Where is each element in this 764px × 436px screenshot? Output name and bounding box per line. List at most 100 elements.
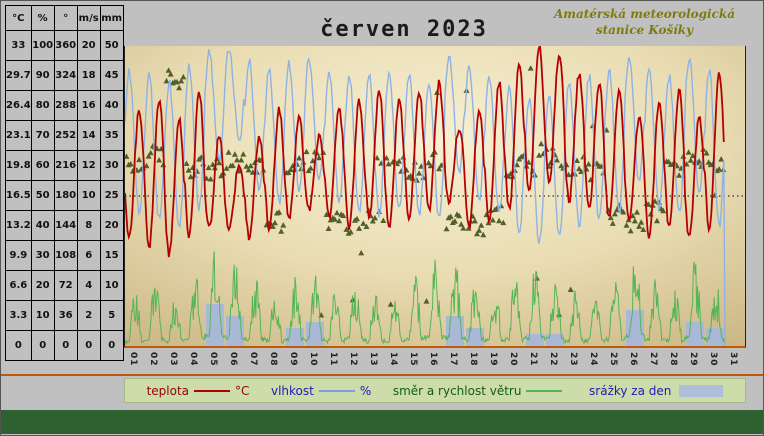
day-label: 19	[488, 352, 498, 367]
axis-value-cell: 50	[30, 180, 55, 211]
day-label: 06	[228, 352, 238, 367]
station-name: Amatérská meteorologická stanice Košíky	[554, 7, 735, 38]
wind-direction-marker	[634, 209, 640, 215]
legend-unit-humidity: %	[359, 383, 372, 398]
wind-direction-marker	[687, 157, 694, 163]
wind-direction-marker	[207, 176, 214, 182]
wind-direction-marker	[374, 154, 380, 161]
wind-direction-marker	[165, 67, 172, 73]
wind-direction-marker	[525, 159, 532, 165]
wind-direction-marker	[514, 161, 520, 168]
wind-direction-marker	[620, 209, 627, 215]
wind-direction-marker	[480, 231, 487, 238]
axis-value-cell: 90	[30, 60, 55, 91]
axis-table-row: 26.4 80 288 16 40	[5, 90, 124, 121]
wind-direction-marker	[307, 165, 314, 171]
day-label: 28	[668, 352, 678, 367]
day-label: 04	[188, 352, 198, 367]
axis-value-cell: 18	[76, 60, 101, 91]
chart-legend: teplota °C vlhkost % směr a rychlost vět…	[124, 378, 746, 403]
wind-direction-marker	[536, 152, 543, 158]
wind-direction-marker	[223, 165, 230, 171]
wind-direction-marker	[456, 212, 463, 219]
wind-direction-marker	[685, 149, 692, 155]
wind-direction-marker	[527, 65, 534, 71]
wind-direction-marker	[347, 228, 354, 235]
wind-direction-marker	[240, 151, 247, 157]
wind-direction-marker	[654, 217, 660, 224]
axis-value-cell: 50	[99, 30, 124, 61]
station-name-line2: stanice Košíky	[595, 22, 694, 37]
axis-value-cell: 0	[30, 330, 55, 361]
wind-direction-marker	[716, 166, 723, 172]
axis-value-cell: 6	[76, 240, 101, 271]
wind-direction-marker	[478, 222, 485, 228]
wind-direction-marker	[387, 301, 394, 307]
wind-direction-marker	[243, 163, 250, 169]
day-label: 30	[708, 352, 718, 367]
wind-direction-marker	[451, 218, 458, 224]
wind-direction-marker	[325, 225, 332, 231]
axis-table-row: 6.6 20 72 4 10	[5, 270, 124, 301]
legend-label-humidity: vlhkost	[270, 383, 314, 398]
day-label: 17	[448, 352, 458, 367]
wind-direction-marker	[703, 150, 710, 156]
orange-divider-line	[1, 374, 763, 376]
axis-value-cell: 25	[99, 180, 124, 211]
wind-direction-marker	[127, 160, 134, 167]
axis-value-cell: 4	[76, 270, 101, 301]
axis-value-cell: 0	[5, 330, 32, 361]
axis-table-row: 33 100 360 20 50	[5, 30, 124, 61]
humidity-line-swatch	[318, 389, 355, 392]
wind-direction-marker	[638, 219, 645, 225]
axis-value-cell: 108	[53, 240, 78, 271]
wind-direction-marker	[423, 298, 430, 304]
day-label: 16	[428, 352, 438, 367]
wind-direction-marker	[629, 212, 636, 219]
day-label: 01	[128, 352, 138, 367]
axis-value-cell: 5	[99, 300, 124, 331]
legend-item-wind: směr a rychlost větru	[393, 384, 568, 398]
wind-direction-marker	[554, 157, 560, 163]
wind-direction-marker	[356, 225, 363, 231]
wind-direction-marker	[167, 71, 174, 77]
axis-column-header: %	[30, 5, 55, 31]
wind-direction-marker	[436, 165, 443, 172]
wind-direction-marker	[136, 156, 143, 163]
wind-direction-marker	[209, 161, 216, 167]
precip-bar	[226, 316, 244, 346]
wind-direction-marker	[465, 225, 472, 231]
wind-direction-marker	[287, 166, 294, 172]
wind-direction-marker	[205, 164, 212, 171]
axis-value-cell: 14	[76, 120, 101, 151]
precip-bar	[306, 322, 324, 346]
bottom-green-bar	[1, 410, 763, 434]
day-label: 12	[348, 352, 358, 367]
station-name-line1: Amatérská meteorologická	[553, 7, 735, 21]
wind-direction-marker	[474, 230, 480, 237]
wind-direction-marker	[354, 215, 360, 222]
axis-table-row: 3.3 10 36 2 5	[5, 300, 124, 331]
axis-value-cell: 360	[53, 30, 78, 61]
wind-direction-marker	[343, 226, 350, 232]
day-label: 31	[728, 352, 738, 367]
axis-value-cell: 23.1	[5, 120, 32, 151]
wind-direction-marker	[380, 217, 387, 223]
wind-direction-marker	[231, 151, 238, 157]
axis-value-cell: 144	[53, 210, 78, 241]
day-label: 02	[148, 352, 158, 367]
wind-direction-marker	[623, 222, 630, 228]
wind-direction-marker	[187, 173, 194, 180]
wind-direction-marker	[718, 156, 725, 162]
temperature-line	[124, 45, 725, 258]
axis-value-cell: 35	[99, 120, 124, 151]
day-label: 21	[528, 352, 538, 367]
wind-direction-marker	[331, 216, 338, 222]
axis-value-cell: 216	[53, 150, 78, 181]
day-label: 25	[608, 352, 618, 367]
legend-item-temperature: teplota °C	[147, 384, 250, 398]
wind-direction-marker	[645, 201, 652, 207]
axis-value-cell: 16	[76, 90, 101, 121]
wind-direction-marker	[640, 226, 647, 232]
